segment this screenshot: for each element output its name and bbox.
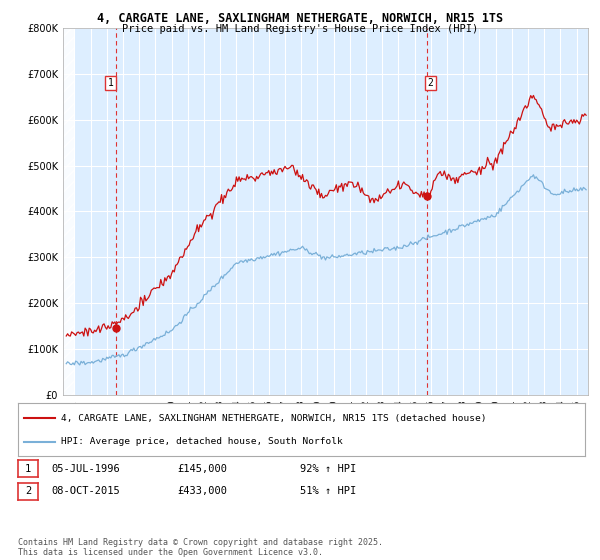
Text: 2: 2 xyxy=(427,78,433,88)
Bar xyxy=(63,28,74,395)
Text: 51% ↑ HPI: 51% ↑ HPI xyxy=(300,486,356,496)
Text: 92% ↑ HPI: 92% ↑ HPI xyxy=(300,464,356,474)
Text: 1: 1 xyxy=(108,78,113,88)
Text: Contains HM Land Registry data © Crown copyright and database right 2025.
This d: Contains HM Land Registry data © Crown c… xyxy=(18,538,383,557)
Text: 05-JUL-1996: 05-JUL-1996 xyxy=(51,464,120,474)
Text: 4, CARGATE LANE, SAXLINGHAM NETHERGATE, NORWICH, NR15 1TS (detached house): 4, CARGATE LANE, SAXLINGHAM NETHERGATE, … xyxy=(61,414,486,423)
Text: 1: 1 xyxy=(25,464,31,474)
Text: 4, CARGATE LANE, SAXLINGHAM NETHERGATE, NORWICH, NR15 1TS: 4, CARGATE LANE, SAXLINGHAM NETHERGATE, … xyxy=(97,12,503,25)
Text: Price paid vs. HM Land Registry's House Price Index (HPI): Price paid vs. HM Land Registry's House … xyxy=(122,24,478,34)
Text: HPI: Average price, detached house, South Norfolk: HPI: Average price, detached house, Sout… xyxy=(61,437,342,446)
Text: £433,000: £433,000 xyxy=(177,486,227,496)
Text: £145,000: £145,000 xyxy=(177,464,227,474)
Text: 08-OCT-2015: 08-OCT-2015 xyxy=(51,486,120,496)
Text: 2: 2 xyxy=(25,486,31,496)
